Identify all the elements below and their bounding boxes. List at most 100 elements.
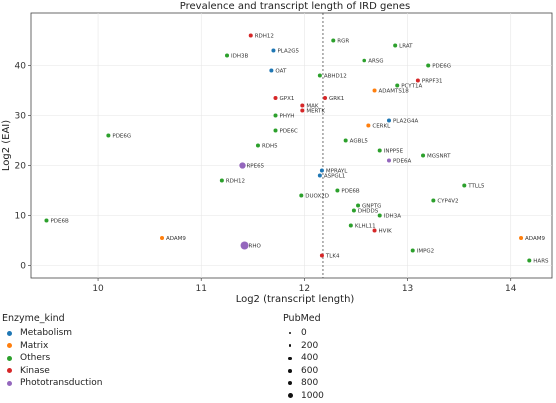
legend-item: Matrix (2, 340, 102, 353)
data-point (421, 153, 426, 158)
x-tick-label: 13 (402, 284, 413, 294)
legend-label: Phototransduction (20, 378, 103, 389)
data-point (271, 48, 276, 53)
point-label: IDH3A (384, 214, 401, 220)
point-label: TTLL5 (467, 184, 485, 190)
point-label: INPP5E (384, 149, 404, 155)
legend-item: 200 (283, 340, 324, 353)
point-label: TLK4 (325, 254, 340, 260)
legend-dot (287, 381, 293, 386)
legend-item: Kinase (2, 365, 102, 378)
y-axis-label: Log2 (EAI) (1, 120, 12, 171)
data-point (269, 68, 274, 73)
point-label: RGR (337, 39, 349, 45)
point-label: PRPF31 (422, 79, 443, 85)
legend-label: 600 (301, 365, 319, 376)
legend-size-swatch (283, 381, 297, 386)
data-point (393, 43, 398, 48)
data-point (319, 253, 324, 258)
legend-pubmed: PubMed 0 200 400 600 800 1000 (283, 313, 324, 402)
data-point (372, 228, 377, 233)
point-label: IDH3B (231, 54, 248, 60)
legend-size-swatch (283, 393, 297, 399)
data-point (462, 183, 467, 188)
data-point (160, 235, 165, 241)
x-tick-label: 12 (299, 284, 310, 294)
y-tick-label: 40 (15, 62, 27, 72)
point-label: PLA2G5 (277, 49, 299, 55)
legend-swatch (2, 343, 16, 349)
legend-dot (288, 368, 292, 373)
legend-label: 1000 (301, 390, 324, 401)
plot-area (30, 12, 553, 279)
legend-item: 800 (283, 377, 324, 390)
legend-swatch (2, 380, 16, 386)
point-label: GNPTG (362, 204, 381, 210)
data-point (317, 73, 322, 78)
point-label: MGSNRT (427, 154, 451, 160)
data-point (386, 118, 392, 123)
y-tick-label: 30 (15, 112, 27, 122)
point-label: RDH12 (226, 179, 245, 185)
point-label: PCYT1A (401, 84, 422, 90)
data-point (273, 113, 278, 118)
legend-label: Metabolism (20, 328, 73, 339)
x-tick-label: 11 (196, 284, 207, 294)
legend-item: 1000 (283, 390, 324, 403)
point-label: IMPG2 (417, 249, 434, 255)
legend-size-swatch (283, 368, 297, 373)
point-label: CYP4V2 (437, 199, 458, 205)
legend-enzyme-kind: Enzyme_kind Metabolism Matrix Others Kinase… (2, 313, 102, 390)
legend-label: Others (20, 353, 51, 364)
data-point (319, 168, 324, 173)
data-point (377, 148, 382, 153)
point-label: LRAT (399, 44, 413, 50)
data-point (410, 248, 415, 253)
point-label: OAT (275, 69, 287, 75)
legend-item: Others (2, 352, 102, 365)
legend-label: Matrix (20, 340, 49, 351)
data-point (372, 88, 377, 93)
legend-label: 0 (301, 328, 307, 339)
data-point (248, 33, 253, 38)
legend-item: 400 (283, 352, 324, 365)
legend-item: Phototransduction (2, 377, 102, 390)
point-label: MPRAYL (326, 169, 348, 175)
data-point (377, 213, 382, 218)
point-label: MAK (306, 104, 319, 110)
point-label: ASPGL1 (324, 174, 345, 180)
legend-dot (6, 355, 12, 361)
legend-dot (6, 343, 12, 349)
data-point (335, 188, 340, 193)
point-label: HARS (533, 259, 549, 265)
point-label: PLA2G4A (393, 119, 419, 125)
point-label: CERKL (372, 124, 391, 130)
legend-item: 600 (283, 365, 324, 378)
point-label: RDH5 (262, 144, 278, 150)
legend-label: 400 (301, 353, 319, 364)
x-tick-label: 10 (92, 284, 104, 294)
legend-label: 800 (301, 378, 319, 389)
grid-lines (31, 13, 552, 278)
scatter-chart: Prevalence and transcript length of IRD … (1, 1, 553, 305)
legend-label: 200 (301, 340, 319, 351)
legend-dot (6, 368, 12, 374)
legend-item: 0 (283, 327, 324, 340)
data-point (415, 78, 420, 83)
point-label: ADAM9 (166, 236, 186, 242)
data-point (366, 123, 371, 128)
data-point (519, 235, 524, 241)
legend-label: Kinase (20, 365, 50, 376)
y-tick-label: 10 (15, 212, 27, 222)
legend-dot (6, 330, 12, 336)
data-point (273, 128, 278, 133)
point-label: ABHD12 (324, 74, 347, 80)
x-axis-label: Log2 (transcript length) (236, 294, 355, 305)
data-point (44, 218, 49, 223)
legend-size-swatch (283, 344, 297, 348)
data-point (273, 95, 278, 101)
legend-size-swatch (283, 356, 297, 360)
data-point (356, 203, 361, 208)
y-axis-ticks: 0 10 20 30 40 (15, 62, 31, 272)
chart-title: Prevalence and transcript length of IRD … (180, 1, 410, 12)
